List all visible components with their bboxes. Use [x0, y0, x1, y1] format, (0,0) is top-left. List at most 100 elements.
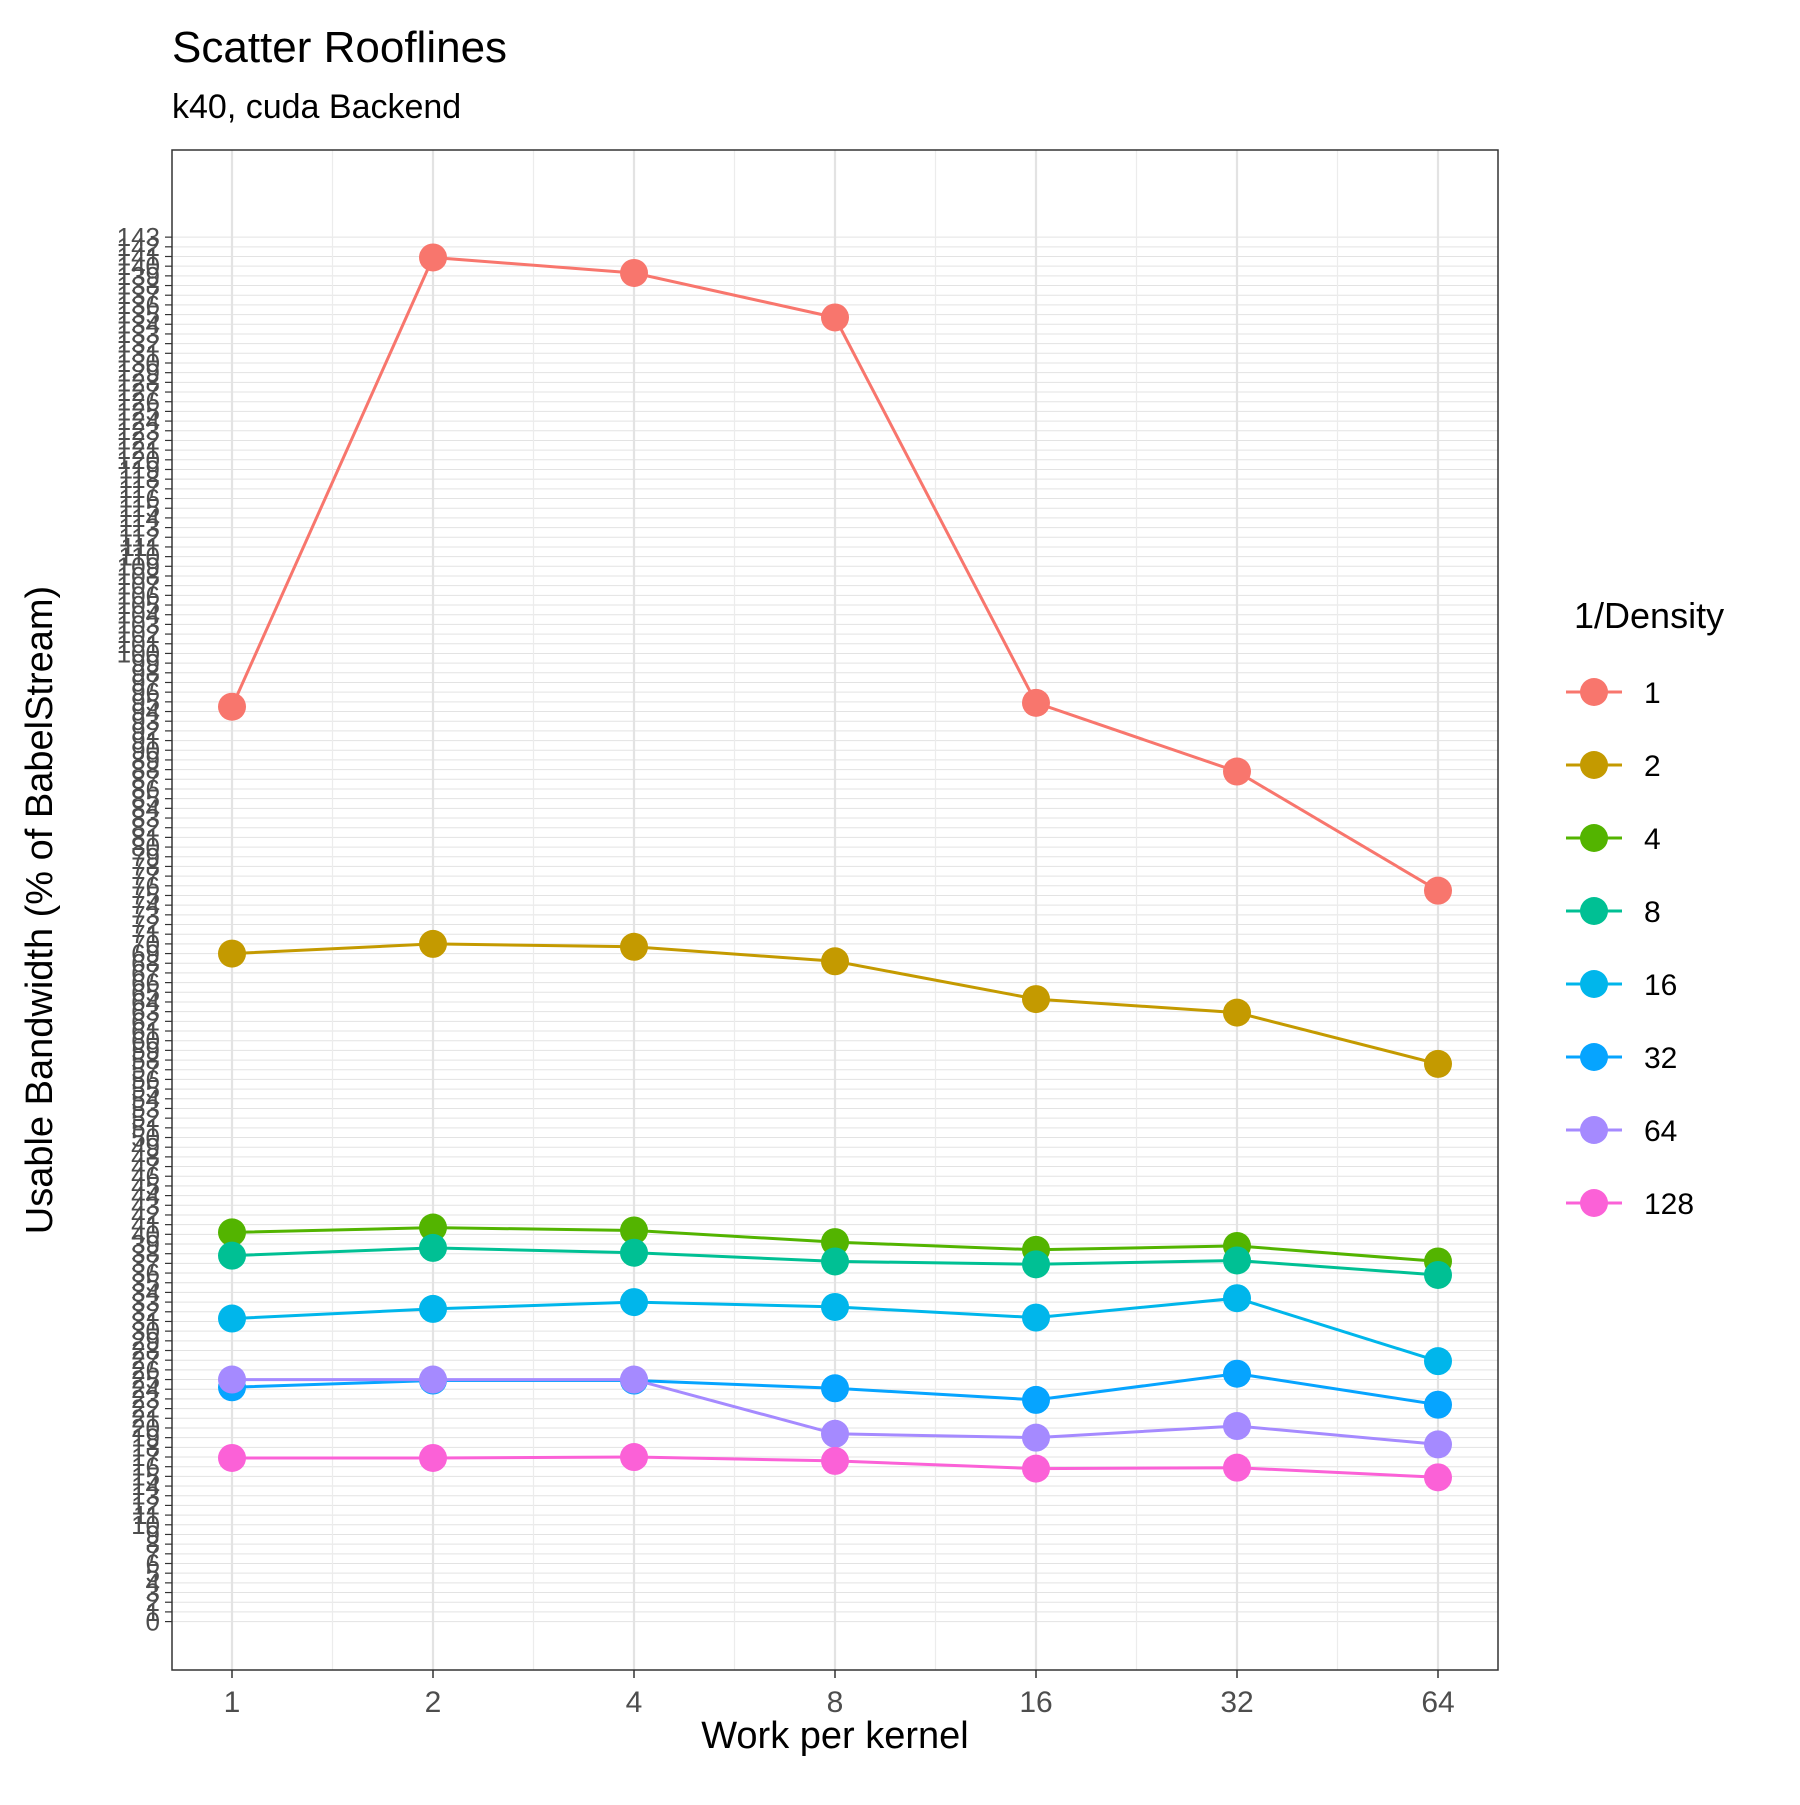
data-point — [620, 1288, 648, 1317]
x-tick-label: 1 — [224, 1686, 241, 1719]
y-tick-label: 62 — [131, 1006, 160, 1036]
legend-key-point — [1580, 1043, 1608, 1071]
y-tick-label: 66 — [131, 968, 160, 998]
data-point — [821, 303, 849, 332]
x-axis: 1 2 4 8 16 32 64 — [224, 1670, 1455, 1719]
data-point — [620, 258, 648, 287]
data-point — [1223, 1284, 1251, 1313]
y-tick-label: 132 — [117, 329, 160, 359]
y-tick-label: 3 — [146, 1578, 160, 1608]
legend-key-point — [1580, 751, 1608, 779]
y-tick-label: 49 — [131, 1132, 160, 1162]
y-tick-label: 2 — [146, 1587, 160, 1617]
y-tick-label: 109 — [117, 551, 160, 581]
y-tick-label: 6 — [146, 1549, 160, 1579]
y-tick-label: 136 — [117, 290, 160, 320]
y-tick-label: 107 — [117, 571, 160, 601]
y-tick-label: 71 — [131, 919, 160, 949]
y-tick-label: 77 — [131, 861, 160, 891]
data-point — [1424, 1260, 1452, 1289]
legend-item-128: 128 — [1566, 1188, 1694, 1221]
data-point — [821, 1292, 849, 1321]
y-tick-label: 36 — [131, 1258, 160, 1288]
y-tick-label: 93 — [131, 706, 160, 736]
y-tick-label: 96 — [131, 677, 160, 707]
legend-label: 32 — [1644, 1042, 1677, 1075]
data-point — [419, 1233, 447, 1262]
data-point — [821, 1228, 849, 1257]
y-tick-label: 60 — [131, 1026, 160, 1056]
y-tick-label: 91 — [131, 726, 160, 756]
y-tick-label: 106 — [117, 580, 160, 610]
data-point — [821, 1374, 849, 1403]
y-tick-label: 110 — [119, 542, 160, 572]
y-tick-label: 83 — [131, 803, 160, 833]
y-tick-label: 10 — [131, 1510, 160, 1540]
chart-subtitle: k40, cuda Backend — [172, 88, 461, 126]
y-tick-label: 9 — [146, 1519, 160, 1549]
data-point — [620, 1365, 648, 1394]
y-tick-label: 104 — [117, 600, 160, 630]
y-tick-label: 118 — [119, 464, 160, 494]
x-tick-label: 16 — [1019, 1686, 1052, 1719]
y-tick-label: 117 — [119, 474, 160, 504]
y-tick-label: 42 — [131, 1200, 160, 1230]
y-tick-label: 94 — [131, 697, 160, 727]
y-tick-label: 100 — [117, 638, 160, 668]
y-tick-label: 139 — [117, 261, 160, 291]
y-tick-label: 89 — [131, 745, 160, 775]
data-point — [218, 1241, 246, 1270]
y-tick-label: 47 — [131, 1152, 160, 1182]
y-tick-label: 55 — [131, 1074, 160, 1104]
data-point — [1223, 757, 1251, 786]
data-point — [1223, 1246, 1251, 1275]
y-axis: 0123456789101112131415161718192021222324… — [117, 222, 172, 1637]
y-tick-label: 127 — [117, 377, 160, 407]
data-point — [419, 1365, 447, 1394]
data-point — [620, 1216, 648, 1245]
legend: 1/Density 1 2 4 8 16 32 64 128 — [1566, 595, 1724, 1221]
y-tick-label: 22 — [131, 1394, 160, 1424]
y-tick-label: 115 — [119, 493, 160, 523]
y-tick-label: 4 — [146, 1568, 160, 1598]
y-tick-label: 41 — [131, 1210, 160, 1240]
y-tick-label: 88 — [131, 755, 160, 785]
y-tick-label: 78 — [131, 851, 160, 881]
legend-key-point — [1580, 824, 1608, 852]
series-128 — [218, 1443, 1452, 1492]
x-tick-label: 2 — [425, 1686, 442, 1719]
y-tick-label: 1 — [146, 1597, 160, 1627]
series-1 — [218, 243, 1452, 905]
data-point — [620, 1238, 648, 1267]
y-tick-label: 11 — [133, 1500, 160, 1530]
legend-item-8: 8 — [1566, 896, 1661, 929]
y-tick-label: 133 — [117, 319, 160, 349]
data-point — [218, 939, 246, 968]
data-point — [218, 692, 246, 721]
data-point — [620, 1443, 648, 1472]
legend-label: 8 — [1644, 896, 1661, 929]
y-tick-label: 70 — [131, 929, 160, 959]
data-point — [1424, 1463, 1452, 1492]
y-tick-label: 108 — [117, 561, 160, 591]
y-tick-label: 0 — [146, 1607, 160, 1637]
y-tick-label: 114 — [119, 503, 160, 533]
y-tick-label: 73 — [131, 900, 160, 930]
data-point — [1022, 985, 1050, 1014]
y-tick-label: 74 — [131, 890, 160, 920]
y-tick-label: 45 — [131, 1171, 160, 1201]
y-tick-label: 125 — [117, 396, 160, 426]
data-point — [1022, 1250, 1050, 1279]
y-tick-label: 143 — [117, 222, 160, 252]
y-tick-label: 58 — [131, 1045, 160, 1075]
data-point — [218, 1365, 246, 1394]
y-tick-label: 51 — [131, 1113, 160, 1143]
y-tick-label: 86 — [131, 774, 160, 804]
data-point — [419, 929, 447, 958]
y-tick-label: 85 — [131, 784, 160, 814]
y-tick-label: 101 — [117, 629, 160, 659]
y-tick-label: 30 — [131, 1316, 160, 1346]
y-tick-label: 75 — [131, 880, 160, 910]
